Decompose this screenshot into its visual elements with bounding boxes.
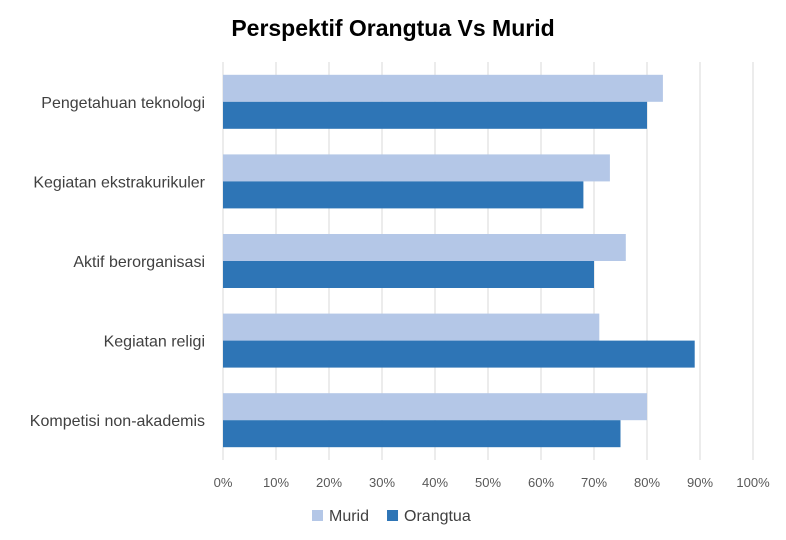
legend-swatch-orangtua xyxy=(387,510,399,521)
x-tick-label: 30% xyxy=(369,475,395,490)
category-labels: Pengetahuan teknologi Kegiatan ekstrakuri… xyxy=(30,95,206,430)
legend-label: Murid xyxy=(329,508,369,525)
x-tick-label: 10% xyxy=(263,475,289,490)
x-tick-labels: 0% 10% 20% 30% 40% 50% 60% 70% 80% 90% 100% xyxy=(214,475,770,490)
x-tick-label: 90% xyxy=(687,475,713,490)
category-label: Kegiatan ekstrakurikuler xyxy=(33,174,205,191)
legend-label: Orangtua xyxy=(404,508,471,525)
x-tick-label: 100% xyxy=(736,475,770,490)
x-tick-label: 80% xyxy=(634,475,660,490)
bar-murid xyxy=(223,74,663,102)
chart-title: Perspektif Orangtua Vs Murid xyxy=(231,15,554,41)
bar-orangtua xyxy=(223,101,647,129)
legend-swatch-murid xyxy=(312,510,323,521)
bars xyxy=(223,74,695,448)
x-tick-label: 0% xyxy=(214,475,233,490)
x-tick-label: 50% xyxy=(475,475,501,490)
bar-orangtua xyxy=(223,181,584,209)
x-tick-label: 70% xyxy=(581,475,607,490)
x-tick-label: 40% xyxy=(422,475,448,490)
category-label: Kegiatan religi xyxy=(104,334,205,351)
bar-murid xyxy=(223,313,600,341)
x-tick-label: 20% xyxy=(316,475,342,490)
bar-orangtua xyxy=(223,261,594,288)
x-tick-label: 60% xyxy=(528,475,554,490)
category-label: Kompetisi non-akademis xyxy=(30,413,205,430)
bar-murid xyxy=(223,234,626,261)
bar-murid xyxy=(223,154,610,182)
category-label: Pengetahuan teknologi xyxy=(41,95,205,112)
category-label: Aktif berorganisasi xyxy=(73,254,205,271)
legend: Murid Orangtua xyxy=(312,508,471,525)
bar-murid xyxy=(223,393,647,421)
bar-orangtua xyxy=(223,340,695,368)
bar-orangtua xyxy=(223,420,621,448)
